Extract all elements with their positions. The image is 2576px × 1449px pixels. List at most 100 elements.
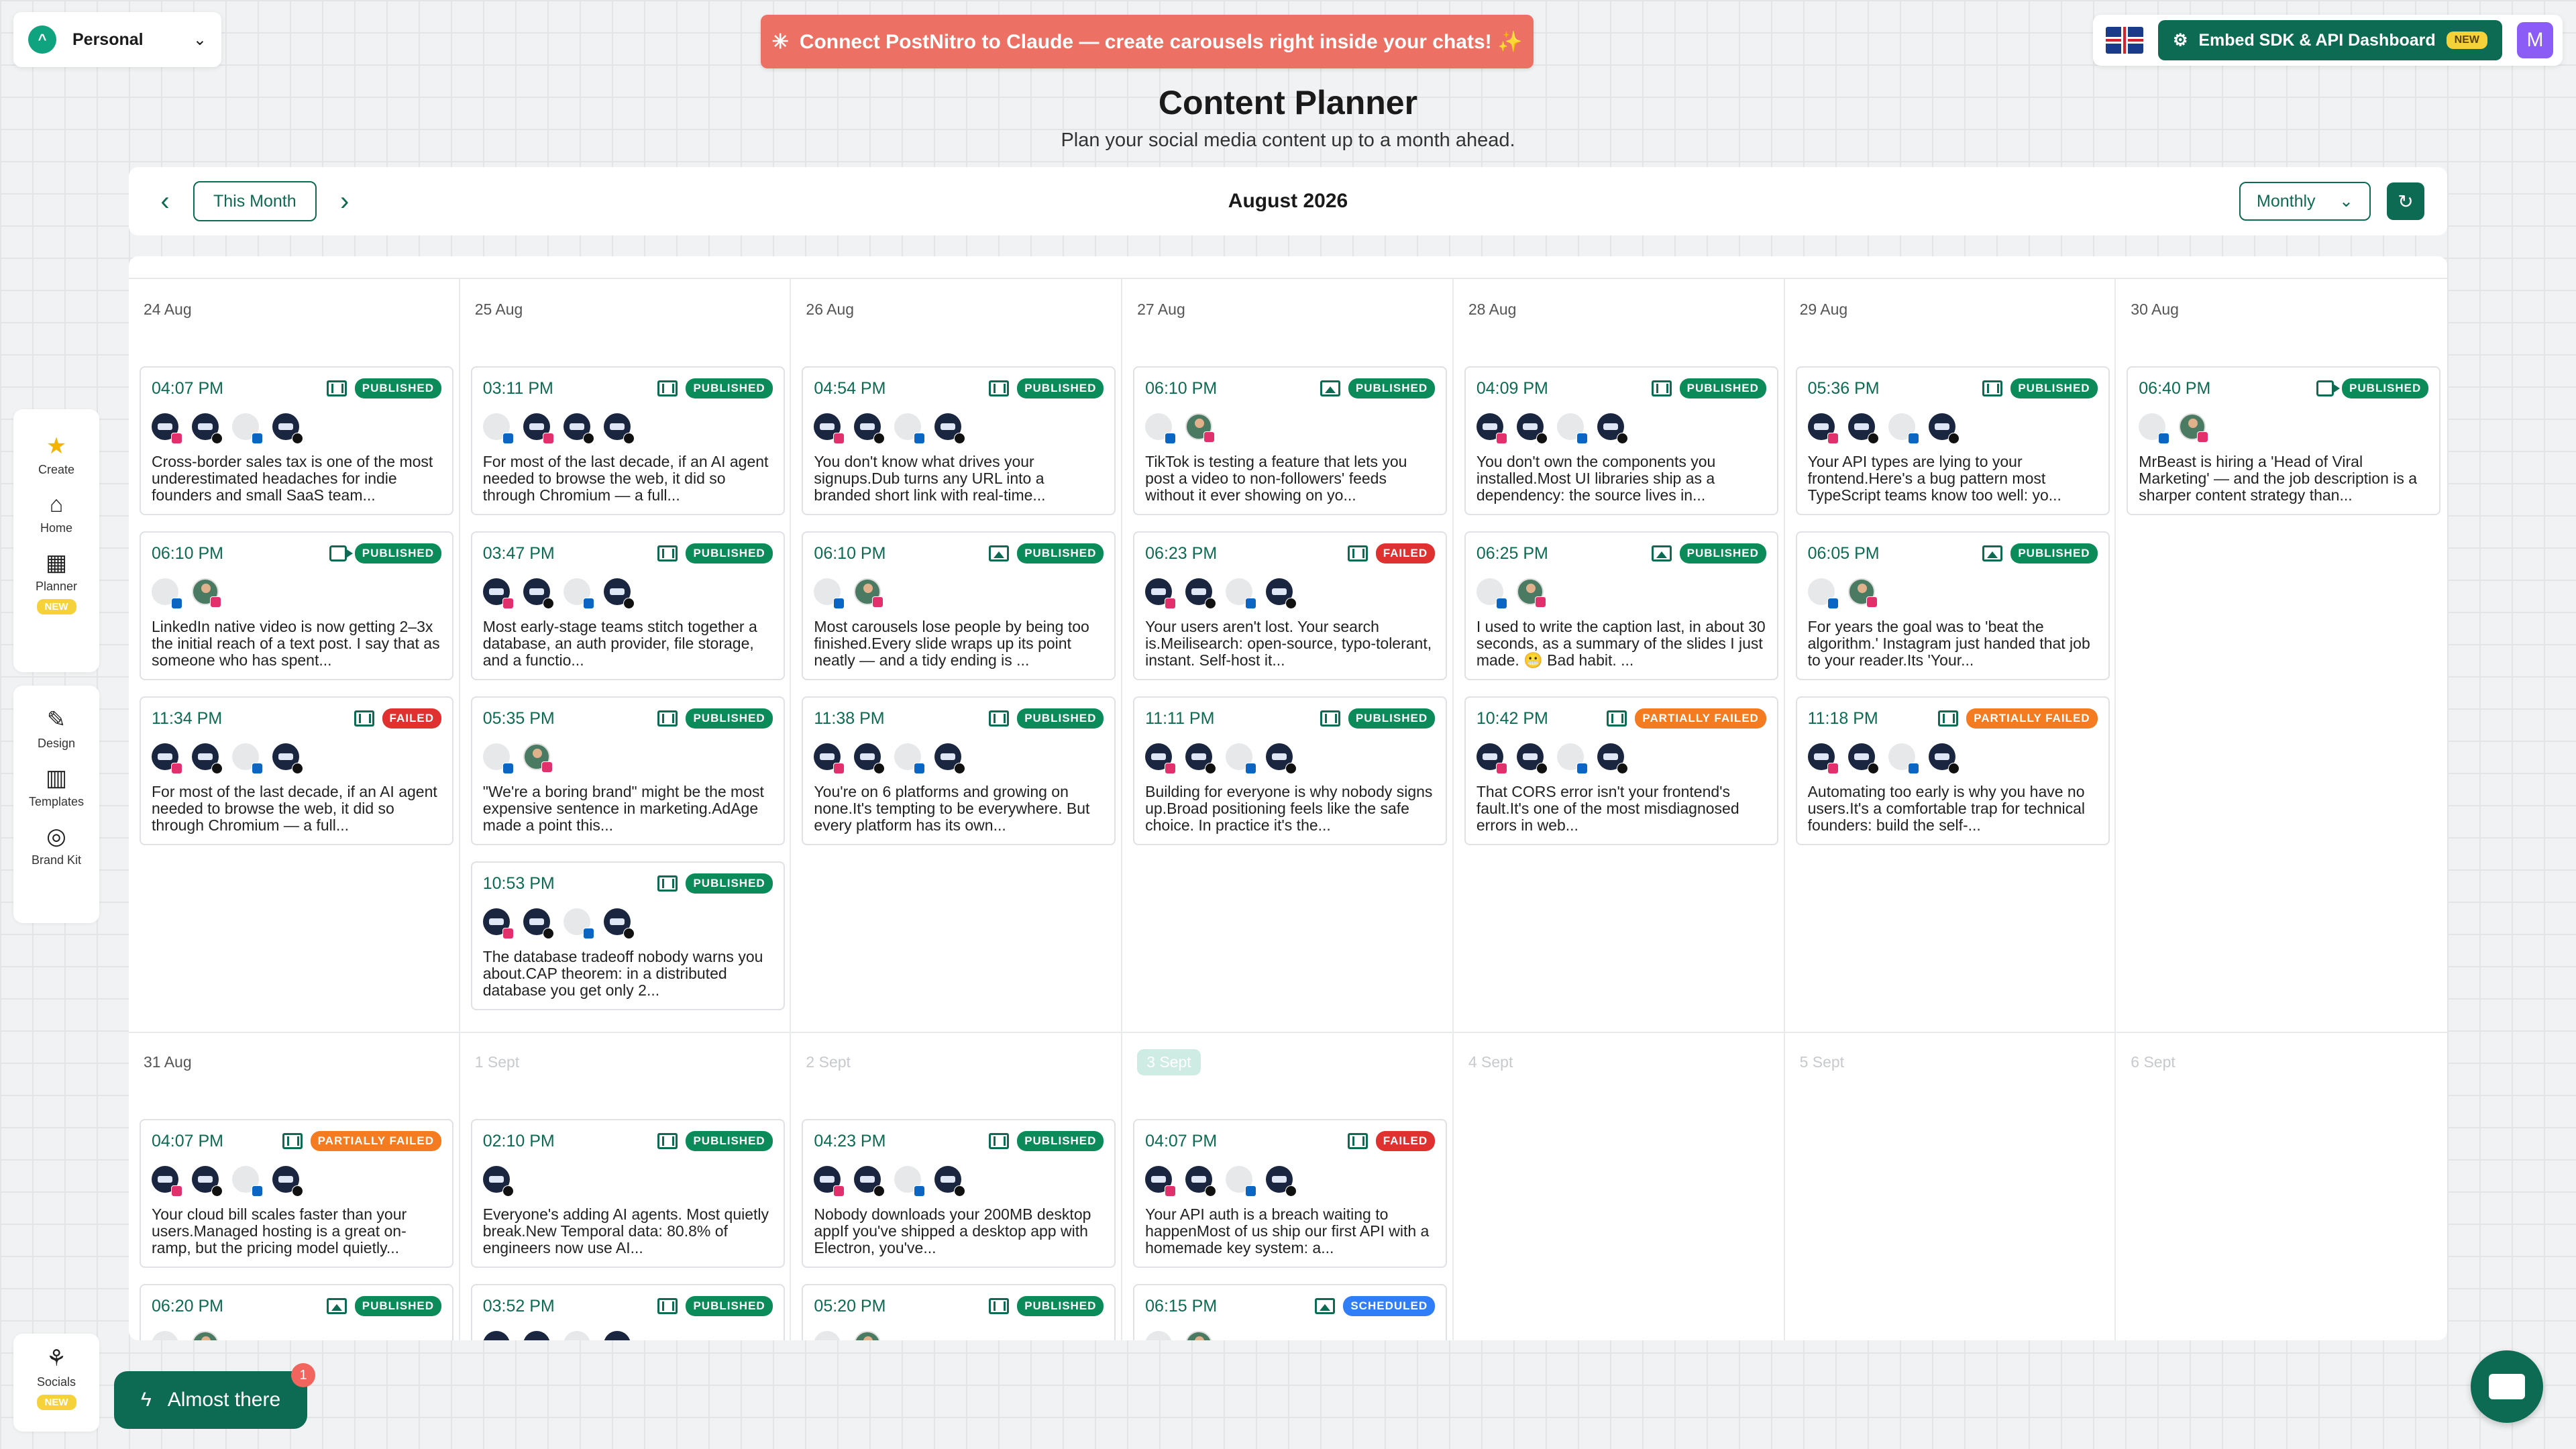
post-card[interactable]: 06:10 PM PUBLISHED Most carousels lose peo… [802,531,1116,680]
sidebar-item-home[interactable]: ⌂ Home [13,485,99,543]
day-label: 27 Aug [1137,301,1185,318]
post-card[interactable]: 11:38 PM PUBLISHED You're on 6 platforms a… [802,696,1116,845]
post-card[interactable]: 04:54 PM PUBLISHED You don't know what dri… [802,366,1116,515]
day-cell[interactable]: 5 Sept [1785,1032,2116,1340]
post-card[interactable]: 06:20 PM PUBLISHED [140,1284,453,1340]
account-avatar [603,413,635,444]
post-card[interactable]: 10:42 PM PARTIALLY FAILED That CORS error … [1464,696,1778,845]
day-cell[interactable]: 6 Sept [2116,1032,2447,1340]
account-avatar [934,413,966,444]
threads-icon [623,433,635,444]
threads-icon [292,763,303,774]
status-badge: PUBLISHED [686,543,773,564]
account-avatars [482,742,773,774]
chat-support-icon[interactable] [2471,1350,2543,1423]
post-card[interactable]: 11:34 PM FAILED For most of the last decad… [140,696,453,845]
post-card[interactable]: 05:20 PM PUBLISHED [802,1284,1116,1340]
status-badge: PUBLISHED [1679,543,1766,564]
threads-icon [1205,598,1217,609]
sidebar-item-templates[interactable]: ▥ Templates [13,759,99,817]
post-card[interactable]: 04:07 PM PUBLISHED Cross-border sales tax … [140,366,453,515]
post-card[interactable]: 11:18 PM PARTIALLY FAILED Automating too e… [1795,696,2110,845]
day-cell[interactable]: 4 Sept [1454,1032,1785,1340]
post-card[interactable]: 06:10 PM PUBLISHED LinkedIn native video i… [140,531,453,680]
day-cell[interactable]: 26 Aug 04:54 PM PUBLISHED You don't know wh… [791,279,1123,1032]
post-card[interactable]: 06:15 PM SCHEDULED [1133,1284,1448,1340]
post-time: 06:10 PM [814,543,886,563]
embed-sdk-button[interactable]: ⚙ Embed SDK & API Dashboard NEW [2157,20,2502,60]
video-icon [2316,380,2341,396]
post-card[interactable]: 02:10 PM PUBLISHED Everyone's adding AI ag… [470,1119,785,1268]
carousel-icon [1347,1133,1368,1149]
sidebar-item-design[interactable]: ✎ Design [13,700,99,759]
this-month-button[interactable]: This Month [193,181,317,221]
next-month-chevron-icon[interactable]: › [340,186,350,216]
post-card-header: 03:11 PM PUBLISHED [483,377,773,400]
view-select[interactable]: Monthly ⌄ [2239,182,2371,221]
post-card[interactable]: 06:40 PM PUBLISHED MrBeast is hiring a 'He… [2127,366,2441,515]
account-avatar [1476,743,1507,774]
post-card[interactable]: 04:07 PM FAILED Your API auth is a breach … [1133,1119,1448,1268]
instagram-icon [1827,763,1839,774]
account-avatars [152,742,441,774]
day-cell[interactable]: 29 Aug 05:36 PM PUBLISHED Your API types ar… [1785,279,2116,1032]
post-time: 04:54 PM [814,378,886,398]
instagram-icon [502,928,514,939]
day-cell[interactable]: 25 Aug 03:11 PM PUBLISHED For most of the l… [460,279,792,1032]
post-caption: You're on 6 platforms and growing on non… [814,784,1090,834]
carousel-icon [1651,380,1672,396]
account-avatar [1807,413,1839,444]
day-label: 6 Sept [2131,1053,2176,1071]
instagram-icon [1827,433,1839,444]
day-cell[interactable]: 28 Aug 04:09 PM PUBLISHED You don't own the… [1454,279,1785,1032]
sidebar-item-create[interactable]: ★ Create [13,427,99,485]
account-avatar [523,908,554,939]
almost-there-button[interactable]: ϟ Almost there 1 [114,1363,315,1429]
workspace-switcher[interactable]: ^ Personal ⌄ [13,12,221,67]
status-badge: PUBLISHED [1017,543,1104,564]
post-time: 06:05 PM [1807,543,1880,563]
prev-month-chevron-icon[interactable]: ‹ [160,186,170,216]
refresh-icon[interactable]: ↻ [2387,182,2424,220]
day-cell[interactable]: 31 Aug 04:07 PM PARTIALLY FAILED Your cloud… [129,1032,460,1340]
post-card[interactable]: 10:53 PM PUBLISHED The database tradeoff n… [470,861,785,1010]
post-card[interactable]: 06:05 PM PUBLISHED For years the goal was … [1795,531,2110,680]
account-avatar [482,908,514,939]
post-card[interactable]: 03:52 PM PUBLISHED [470,1284,785,1340]
day-cell[interactable]: 27 Aug 06:10 PM PUBLISHED TikTok is testing… [1122,279,1454,1032]
day-cell[interactable]: 1 Sept 02:10 PM PUBLISHED Everyone's adding… [460,1032,792,1340]
post-card[interactable]: 06:10 PM PUBLISHED TikTok is testing a fea… [1133,366,1448,515]
account-avatar [1145,1166,1177,1197]
post-card[interactable]: 04:23 PM PUBLISHED Nobody downloads your 2… [802,1119,1116,1268]
account-avatar [934,1166,966,1197]
post-card[interactable]: 06:25 PM PUBLISHED I used to write the cap… [1464,531,1778,680]
day-cell[interactable]: 3 Sept 04:07 PM FAILED Your API auth is a b… [1122,1032,1454,1340]
account-avatar [2179,413,2209,443]
account-avatar [814,1331,841,1340]
uk-flag-icon[interactable] [2105,27,2143,54]
sidebar-item-brand-kit[interactable]: ◎ Brand Kit [13,817,99,875]
post-caption: Your API auth is a breach waiting to hap… [1145,1206,1430,1256]
promo-banner[interactable]: ✳ Connect PostNitro to Claude — create c… [761,15,1534,68]
day-cell[interactable]: 24 Aug 04:07 PM PUBLISHED Cross-border sale… [129,279,460,1032]
post-card[interactable]: 11:11 PM PUBLISHED Building for everyone i… [1133,696,1448,845]
post-card[interactable]: 03:11 PM PUBLISHED For most of the last de… [470,366,785,515]
account-avatar [482,578,514,609]
post-card[interactable]: 05:35 PM PUBLISHED "We're a boring brand" … [470,696,785,845]
sidebar-item-planner[interactable]: ▦ Planner NEW [13,543,99,623]
instagram-icon [171,763,182,774]
day-cell[interactable]: 30 Aug 06:40 PM PUBLISHED MrBeast is hiring… [2116,279,2447,1032]
promo-banner-text: Connect PostNitro to Claude — create car… [799,30,1523,53]
post-card[interactable]: 05:36 PM PUBLISHED Your API types are lyin… [1795,366,2110,515]
post-card[interactable]: 04:09 PM PUBLISHED You don't own the compo… [1464,366,1778,515]
post-card-header: 11:18 PM PARTIALLY FAILED [1808,707,2098,730]
user-avatar[interactable]: M [2517,22,2553,58]
post-caption: For most of the last decade, if an AI ag… [482,453,769,504]
post-card[interactable]: 04:07 PM PARTIALLY FAILED Your cloud bill … [140,1119,453,1268]
post-card[interactable]: 03:47 PM PUBLISHED Most early-stage teams … [470,531,785,680]
day-cell[interactable]: 2 Sept 04:23 PM PUBLISHED Nobody downloads … [791,1032,1123,1340]
post-card[interactable]: 06:23 PM FAILED Your users aren't lost. Yo… [1133,531,1448,680]
sidebar-item-socials[interactable]: ⚘ Socials NEW [13,1339,99,1418]
calendar: 24 Aug 04:07 PM PUBLISHED Cross-border sale… [129,256,2447,1340]
day-label: 30 Aug [2131,301,2179,318]
